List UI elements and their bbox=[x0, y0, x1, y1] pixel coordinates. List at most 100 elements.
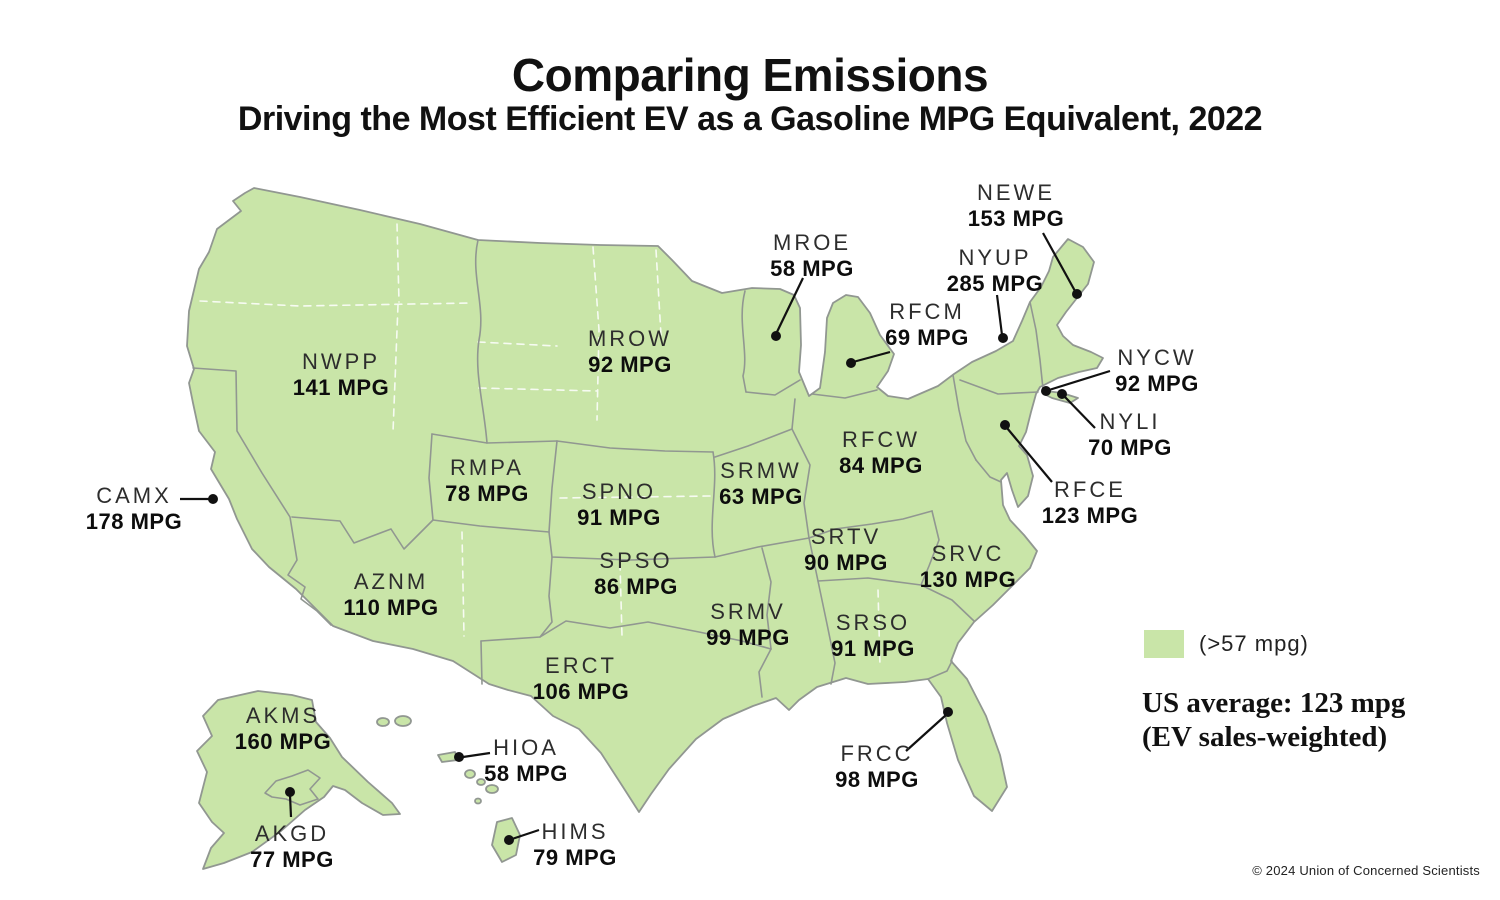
region-mpg-value: 153 MPG bbox=[967, 206, 1065, 231]
region-label-spno: SPNO 91 MPG bbox=[577, 479, 661, 531]
region-label-aznm: AZNM 110 MPG bbox=[343, 569, 438, 621]
us-average-line2: (EV sales-weighted) bbox=[1142, 721, 1388, 753]
region-mpg-value: 178 MPG bbox=[85, 509, 183, 534]
region-label-rfcw: RFCW 84 MPG bbox=[839, 427, 923, 479]
region-mpg-value: 106 MPG bbox=[532, 679, 630, 704]
region-mpg-value: 123 MPG bbox=[1041, 503, 1139, 528]
map-legend: (>57 mpg) bbox=[1144, 630, 1309, 658]
region-mpg-value: 130 MPG bbox=[919, 567, 1017, 592]
leader-line-rfcm bbox=[852, 350, 891, 364]
leader-line-hims bbox=[511, 828, 540, 841]
region-label-frcc: FRCC 98 MPG bbox=[835, 741, 919, 793]
leader-line-hioa bbox=[462, 751, 491, 759]
region-mpg-value: 84 MPG bbox=[839, 453, 923, 478]
leader-dot-newe bbox=[1072, 289, 1082, 299]
page-title: Comparing Emissions bbox=[511, 49, 989, 101]
leader-line-nycw bbox=[1048, 369, 1111, 392]
region-mpg-value: 86 MPG bbox=[594, 574, 678, 599]
region-label-rmpa: RMPA 78 MPG bbox=[445, 455, 529, 507]
region-mpg-value: 58 MPG bbox=[770, 256, 854, 281]
leader-line-rfce bbox=[1006, 427, 1053, 483]
leader-line-akgd bbox=[288, 794, 293, 818]
region-code: NYCW bbox=[1117, 345, 1197, 370]
aleutian-island bbox=[394, 715, 412, 727]
region-label-nyli: NYLI 70 MPG bbox=[1088, 409, 1172, 461]
region-label-hioa: HIOA 58 MPG bbox=[484, 735, 568, 787]
region-mpg-value: 160 MPG bbox=[234, 729, 332, 754]
alaska-shape bbox=[196, 690, 401, 870]
leader-dot-hims bbox=[504, 835, 514, 845]
region-code: SRVC bbox=[931, 541, 1005, 566]
region-mpg-value: 92 MPG bbox=[588, 352, 672, 377]
region-mpg-value: 69 MPG bbox=[885, 325, 969, 350]
region-code: NWPP bbox=[302, 349, 380, 374]
region-code: NYLI bbox=[1099, 409, 1161, 434]
region-code: RFCM bbox=[889, 299, 965, 324]
region-label-spso: SPSO 86 MPG bbox=[594, 548, 678, 600]
leader-line-nyli bbox=[1063, 395, 1096, 429]
leader-dot-nyup bbox=[998, 333, 1008, 343]
region-mpg-value: 90 MPG bbox=[804, 550, 888, 575]
region-code: SPNO bbox=[581, 479, 657, 504]
region-label-hims: HIMS 79 MPG bbox=[533, 819, 617, 871]
region-mpg-value: 285 MPG bbox=[946, 271, 1044, 296]
leader-dot-mroe bbox=[771, 331, 781, 341]
region-code: RFCW bbox=[842, 427, 920, 452]
region-code: FRCC bbox=[840, 741, 914, 766]
region-code: SRSO bbox=[835, 610, 911, 635]
region-label-mrow: MROW 92 MPG bbox=[588, 326, 672, 378]
legend-label: (>57 mpg) bbox=[1199, 631, 1309, 656]
state-borders bbox=[199, 223, 881, 667]
region-label-nycw: NYCW 92 MPG bbox=[1115, 345, 1199, 397]
region-label-akgd: AKGD 77 MPG bbox=[250, 821, 334, 873]
us-mainland-shape bbox=[186, 187, 1104, 813]
region-code: NEWE bbox=[977, 180, 1055, 205]
region-label-srtv: SRTV 90 MPG bbox=[804, 524, 888, 576]
region-mpg-value: 78 MPG bbox=[445, 481, 529, 506]
region-label-rfcm: RFCM 69 MPG bbox=[885, 299, 969, 351]
leader-line-newe bbox=[1042, 232, 1076, 292]
aleutian-island bbox=[376, 717, 390, 727]
region-code: AKMS bbox=[245, 703, 321, 728]
leader-dot-akgd bbox=[285, 787, 295, 797]
region-label-srso: SRSO 91 MPG bbox=[831, 610, 915, 662]
region-label-nwpp: NWPP 141 MPG bbox=[293, 349, 389, 401]
region-code: SRMV bbox=[710, 599, 786, 624]
region-mpg-value: 70 MPG bbox=[1088, 435, 1172, 460]
region-borders bbox=[192, 239, 1044, 806]
region-label-erct: ERCT 106 MPG bbox=[533, 653, 629, 705]
region-code: AZNM bbox=[353, 569, 429, 594]
region-code: AKGD bbox=[254, 821, 330, 846]
region-label-akms: AKMS 160 MPG bbox=[235, 703, 331, 755]
region-label-nyup: NYUP 285 MPG bbox=[947, 245, 1043, 297]
region-code: RFCE bbox=[1054, 477, 1126, 502]
region-label-newe: NEWE 153 MPG bbox=[968, 180, 1064, 232]
us-average-note: US average: 123 mpg (EV sales-weighted) bbox=[1142, 686, 1492, 754]
region-mpg-value: 91 MPG bbox=[577, 505, 661, 530]
region-mpg-value: 99 MPG bbox=[706, 625, 790, 650]
region-code: NYUP bbox=[958, 245, 1032, 270]
region-label-camx: CAMX 178 MPG bbox=[86, 483, 182, 535]
leader-dot-rfce bbox=[1000, 420, 1010, 430]
region-code: HIMS bbox=[541, 819, 609, 844]
leader-line-mroe bbox=[775, 277, 804, 335]
region-code: HIOA bbox=[493, 735, 559, 760]
leader-line-nyup bbox=[995, 294, 1004, 336]
leader-dot-nyli bbox=[1057, 389, 1067, 399]
region-code: MROW bbox=[587, 326, 673, 351]
region-code: SRMW bbox=[720, 458, 802, 483]
leader-dot-nycw bbox=[1041, 386, 1051, 396]
us-average-line1: US average: 123 mpg bbox=[1142, 687, 1406, 719]
legend-swatch bbox=[1144, 630, 1184, 658]
region-code: SRTV bbox=[810, 524, 882, 549]
leader-dot-hioa bbox=[454, 752, 464, 762]
leader-dot-rfcm bbox=[846, 358, 856, 368]
region-code: RMPA bbox=[450, 455, 524, 480]
region-mpg-value: 58 MPG bbox=[484, 761, 568, 786]
region-mpg-value: 98 MPG bbox=[835, 767, 919, 792]
leader-lines bbox=[180, 232, 1111, 845]
region-code: CAMX bbox=[96, 483, 172, 508]
leader-dot-frcc bbox=[943, 707, 953, 717]
